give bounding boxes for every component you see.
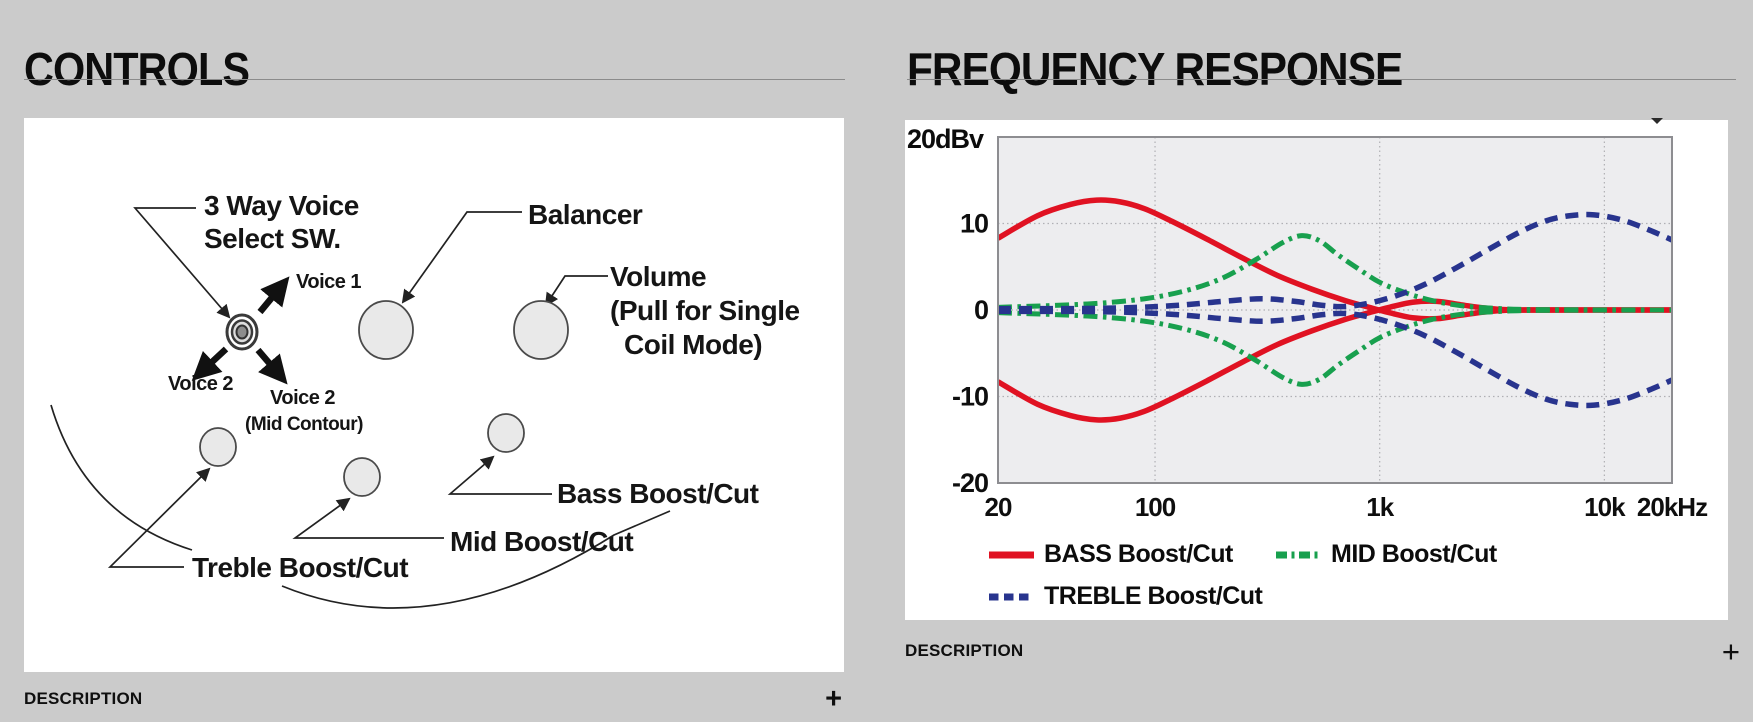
- y-tick-label: 10: [960, 209, 988, 239]
- controls-divider: [24, 79, 845, 80]
- mid-contour-label: (Mid Contour): [245, 414, 363, 435]
- voice-select-label-2: Select SW.: [204, 223, 341, 254]
- treble-knob: [199, 427, 237, 467]
- mid-label: Mid Boost/Cut: [450, 526, 633, 557]
- x-tick-label: 1k: [1366, 492, 1394, 522]
- controls-expand-plus-icon[interactable]: +: [825, 682, 842, 715]
- voice-select-switch: [225, 313, 259, 351]
- x-tick-label: 20kHz: [1637, 492, 1708, 522]
- controls-description-accordion[interactable]: DESCRIPTION +: [24, 682, 842, 716]
- left-curve-line: [50, 404, 193, 551]
- x-tick-label: 100: [1135, 492, 1176, 522]
- volume-knob: [513, 300, 569, 360]
- treble-label: Treble Boost/Cut: [192, 552, 408, 583]
- legend-item-treble: TREBLE Boost/Cut: [988, 582, 1263, 611]
- voice-select-leader: [133, 207, 231, 319]
- frequency-description-accordion[interactable]: DESCRIPTION +: [905, 634, 1740, 668]
- frequency-chart-panel: 20dBv 10 0 -10 -20 20 100 1k 10k 20kHz BASS Boos…: [905, 118, 1728, 620]
- plot-border: [997, 136, 1673, 484]
- frequency-divider: [907, 79, 1736, 80]
- volume-label-2: (Pull for Single: [610, 295, 800, 326]
- balancer-knob: [358, 300, 414, 360]
- treble-legend-swatch-icon: [989, 593, 1034, 600]
- frequency-section-title: FREQUENCY RESPONSE: [907, 43, 1403, 96]
- mid-knob: [343, 457, 381, 497]
- caret-icon: [1651, 118, 1663, 124]
- bass-leader: [447, 455, 552, 495]
- legend-label-mid: MID Boost/Cut: [1331, 540, 1497, 568]
- volume-label-1: Volume: [610, 261, 706, 292]
- balancer-leader: [401, 211, 522, 304]
- voice-arrows: [191, 276, 290, 385]
- controls-diagram-panel: 3 Way Voice Select SW. Voice 1 Voice 2 V…: [24, 118, 844, 672]
- y-tick-label: -20: [952, 468, 988, 498]
- leader-lines: [50, 207, 671, 609]
- knobs: [199, 300, 569, 497]
- controls-section-title: CONTROLS: [24, 43, 250, 96]
- treble-leader: [107, 467, 211, 568]
- mid-legend-swatch-icon: [1276, 551, 1321, 558]
- series-mid-cut: [997, 307, 1673, 387]
- bass-knob: [487, 413, 525, 453]
- balancer-label: Balancer: [528, 199, 643, 230]
- legend-item-bass: BASS Boost/Cut: [988, 540, 1233, 569]
- voice-select-label-1: 3 Way Voice: [204, 190, 359, 221]
- voice2-right-label: Voice 2: [270, 387, 335, 409]
- voice2-left-arrow-icon: [191, 346, 229, 381]
- volume-label-3: Coil Mode): [624, 329, 762, 360]
- mid-leader: [292, 497, 444, 539]
- frequency-description-label: DESCRIPTION: [905, 641, 1024, 660]
- controls-description-label: DESCRIPTION: [24, 689, 143, 708]
- y-tick-label: 0: [974, 295, 988, 325]
- legend-label-bass: BASS Boost/Cut: [1044, 540, 1233, 568]
- series-mid-boost: [997, 233, 1673, 313]
- legend-label-treble: TREBLE Boost/Cut: [1044, 582, 1263, 610]
- controls-diagram-image: 3 Way Voice Select SW. Voice 1 Voice 2 V…: [50, 190, 800, 609]
- voice1-label: Voice 1: [296, 271, 361, 293]
- x-tick-label: 20: [985, 492, 1012, 522]
- voice2-right-arrow-icon: [255, 347, 288, 385]
- series-treble-boost: [997, 211, 1673, 312]
- series-treble-cut: [997, 308, 1673, 409]
- y-tick-label: -10: [952, 382, 988, 412]
- legend-row-2: TREBLE Boost/Cut: [905, 582, 1728, 612]
- diagram-labels: 3 Way Voice Select SW. Voice 1 Voice 2 V…: [168, 190, 800, 583]
- voice1-arrow-icon: [257, 276, 290, 315]
- legend-row-1: BASS Boost/Cut MID Boost/Cut: [905, 540, 1728, 570]
- legend-item-mid: MID Boost/Cut: [1275, 540, 1497, 569]
- bass-legend-swatch-icon: [989, 551, 1034, 558]
- voice2-left-label: Voice 2: [168, 373, 233, 395]
- bottom-curve-line: [281, 510, 671, 609]
- volume-leader: [544, 275, 608, 307]
- x-tick-label: 10k: [1584, 492, 1626, 522]
- y-axis-top-label: 20dBv: [907, 124, 984, 154]
- bass-label: Bass Boost/Cut: [557, 478, 759, 509]
- frequency-expand-plus-icon[interactable]: +: [1721, 633, 1740, 669]
